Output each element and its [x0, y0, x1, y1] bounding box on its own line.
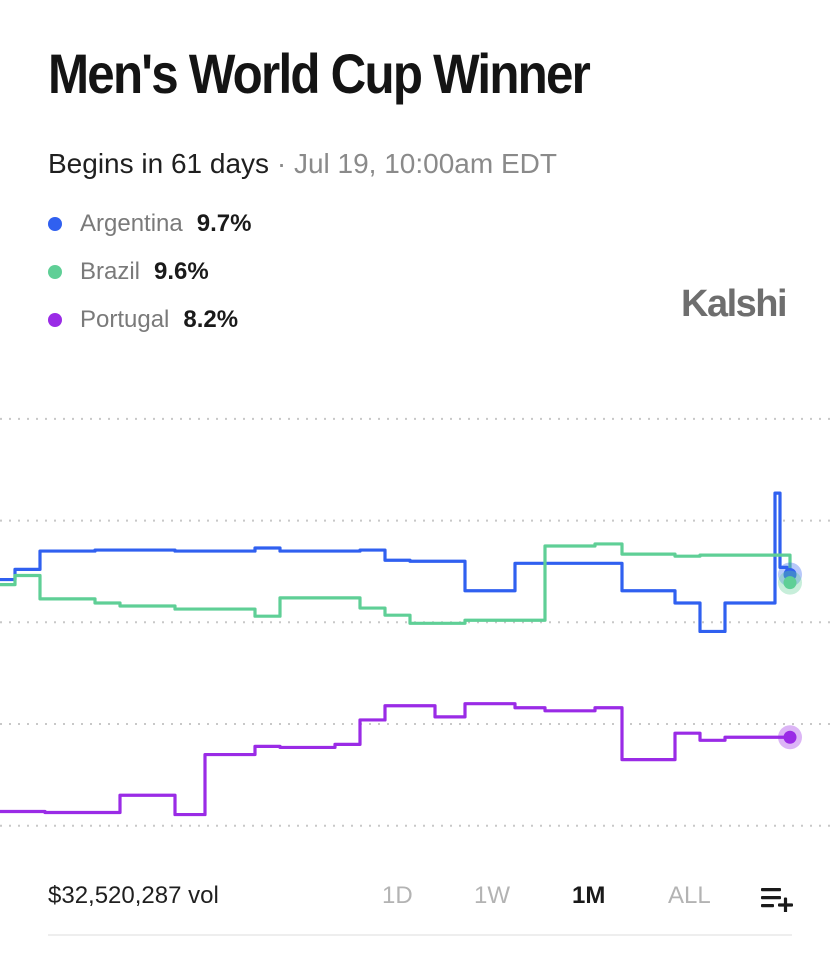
- legend-item-brazil[interactable]: Brazil 9.6%: [48, 248, 251, 296]
- legend-name: Brazil: [80, 258, 141, 285]
- range-1d-button[interactable]: 1D: [382, 882, 413, 909]
- price-chart[interactable]: [0, 370, 840, 840]
- range-all-button[interactable]: ALL: [668, 882, 711, 909]
- page-title: Men's World Cup Winner: [48, 42, 591, 105]
- range-1m-button[interactable]: 1M: [572, 882, 606, 909]
- argentina-color-dot: [48, 217, 62, 231]
- event-date: Jul 19, 10:00am EDT: [293, 148, 557, 179]
- series-line-argentina: [0, 491, 792, 634]
- legend: Argentina 9.7% Brazil 9.6% Portugal 8.2%: [48, 200, 251, 344]
- kalshi-logo: Kalshi: [681, 283, 788, 325]
- series-line-brazil: [0, 542, 792, 625]
- begins-countdown: Begins in 61 days: [48, 148, 270, 179]
- legend-value: 8.2%: [183, 306, 239, 333]
- legend-item-argentina[interactable]: Argentina 9.7%: [48, 200, 251, 248]
- legend-name: Portugal: [80, 306, 170, 333]
- playlist-add-icon[interactable]: [759, 884, 795, 912]
- divider: [48, 934, 792, 936]
- portugal-color-dot: [48, 313, 62, 327]
- endpoint-dot-brazil: [783, 576, 797, 590]
- endpoint-dot-portugal: [783, 730, 797, 744]
- legend-value: 9.6%: [154, 258, 209, 285]
- legend-value: 9.7%: [196, 210, 252, 237]
- legend-item-portugal[interactable]: Portugal 8.2%: [48, 296, 251, 344]
- brazil-color-dot: [48, 265, 62, 279]
- event-timing: Begins in 61 days · Jul 19, 10:00am EDT: [48, 146, 557, 182]
- series-line-portugal: [0, 702, 790, 817]
- range-1w-button[interactable]: 1W: [474, 882, 510, 909]
- legend-name: Argentina: [80, 210, 183, 237]
- chart-footer: $32,520,287 vol 1D 1W 1M ALL: [0, 872, 840, 924]
- volume-label: $32,520,287 vol: [48, 882, 219, 909]
- separator-dot: ·: [276, 148, 287, 179]
